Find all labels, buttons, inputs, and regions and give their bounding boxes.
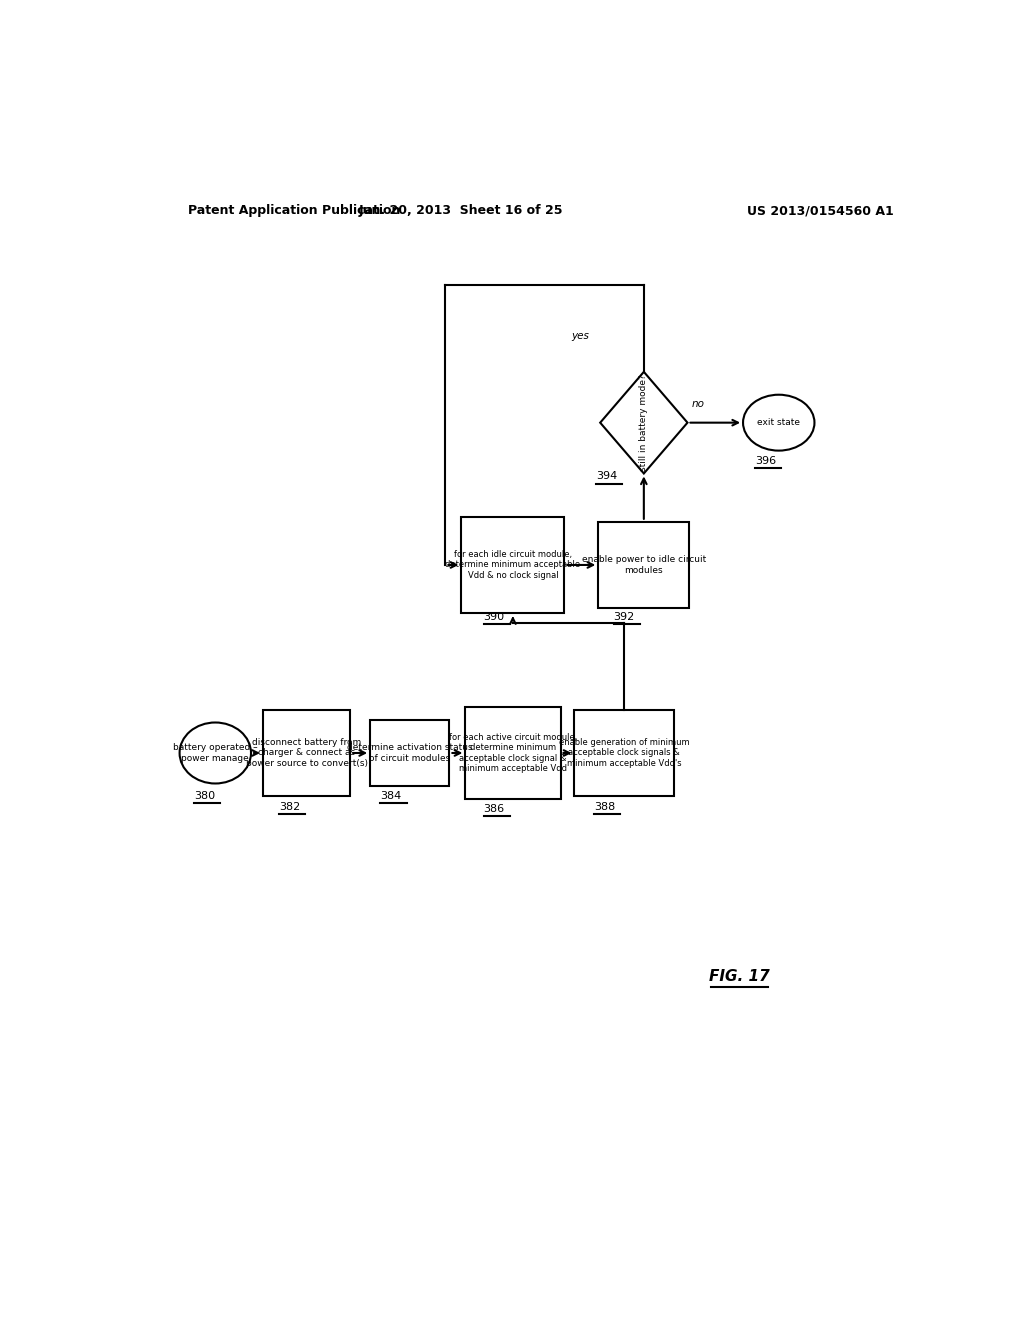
Text: exit state: exit state bbox=[758, 418, 800, 428]
Bar bbox=[461, 516, 564, 614]
Text: 394: 394 bbox=[596, 471, 617, 482]
Text: still in battery mode?: still in battery mode? bbox=[639, 375, 648, 471]
Bar bbox=[574, 710, 674, 796]
Text: 396: 396 bbox=[755, 457, 776, 466]
Text: 386: 386 bbox=[483, 804, 505, 814]
Text: determine activation status
of circuit modules: determine activation status of circuit m… bbox=[347, 743, 472, 763]
Bar bbox=[598, 521, 689, 609]
Bar bbox=[465, 708, 560, 799]
Text: for each active circuit module,
determine minimum
acceptable clock signal &
mini: for each active circuit module, determin… bbox=[449, 733, 578, 774]
Text: 388: 388 bbox=[594, 801, 615, 812]
Text: 392: 392 bbox=[613, 611, 635, 622]
Text: 384: 384 bbox=[380, 791, 401, 801]
Text: US 2013/0154560 A1: US 2013/0154560 A1 bbox=[748, 205, 894, 216]
Text: enable generation of minimum
acceptable clock signals &
minimum acceptable Vdd's: enable generation of minimum acceptable … bbox=[559, 738, 689, 768]
Text: for each idle circuit module,
determine minimum acceptable
Vdd & no clock signal: for each idle circuit module, determine … bbox=[445, 550, 581, 579]
Text: Patent Application Publication: Patent Application Publication bbox=[187, 205, 400, 216]
Text: enable power to idle circuit
modules: enable power to idle circuit modules bbox=[582, 556, 706, 574]
Text: no: no bbox=[691, 400, 705, 409]
Text: Jun. 20, 2013  Sheet 16 of 25: Jun. 20, 2013 Sheet 16 of 25 bbox=[359, 205, 563, 216]
Text: disconnect battery from
charger & connect as
power source to convert(s): disconnect battery from charger & connec… bbox=[246, 738, 368, 768]
Bar bbox=[263, 710, 350, 796]
Text: 380: 380 bbox=[194, 791, 215, 801]
Text: yes: yes bbox=[571, 331, 589, 342]
Text: 382: 382 bbox=[279, 801, 300, 812]
Bar bbox=[370, 719, 450, 785]
Text: battery operated –
power manage: battery operated – power manage bbox=[173, 743, 258, 763]
Text: 390: 390 bbox=[483, 611, 505, 622]
Text: FIG. 17: FIG. 17 bbox=[709, 969, 769, 985]
